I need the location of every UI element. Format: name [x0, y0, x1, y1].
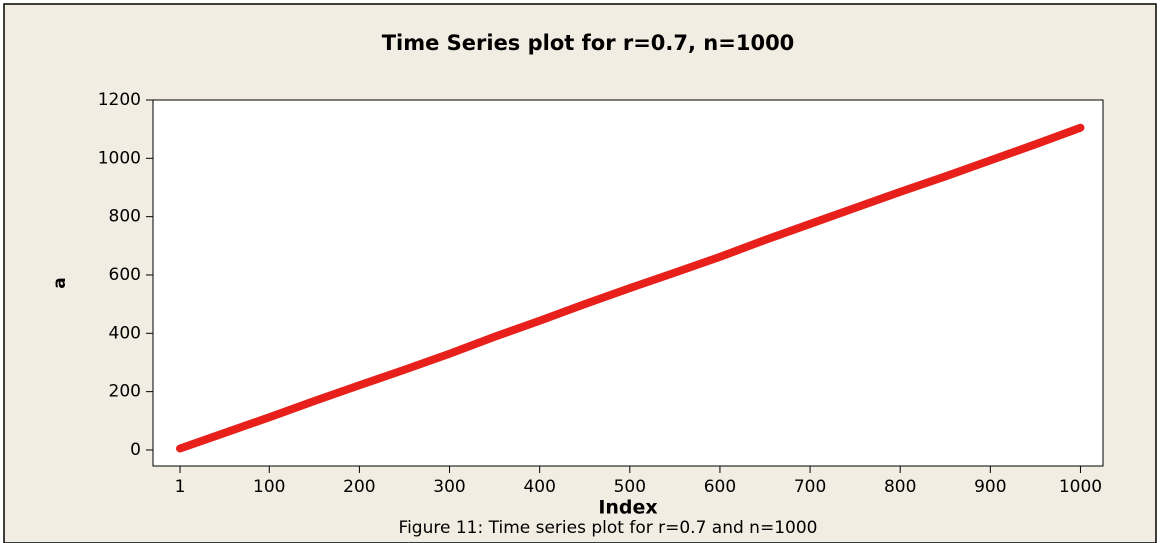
x-tick-label: 200	[343, 477, 375, 497]
x-tick-label: 1000	[1059, 477, 1102, 497]
caption: Figure 11: Time series plot for r=0.7 an…	[399, 518, 818, 538]
x-tick-label: 100	[253, 477, 285, 497]
x-tick-label: 500	[614, 477, 646, 497]
x-tick-label: 600	[704, 477, 736, 497]
x-tick-label: 900	[974, 477, 1006, 497]
x-tick-label: 700	[794, 477, 826, 497]
chart-title: Time Series plot for r=0.7, n=1000	[382, 31, 795, 55]
x-axis-label: Index	[598, 497, 657, 519]
y-tick-label: 1000	[98, 148, 141, 168]
y-tick-label: 400	[109, 323, 141, 343]
y-axis-label: a	[50, 277, 70, 288]
y-tick-label: 0	[130, 440, 141, 460]
y-tick-label: 1200	[98, 90, 141, 110]
series-line	[176, 123, 1085, 453]
x-tick-label: 300	[433, 477, 465, 497]
y-tick-label: 600	[109, 265, 141, 285]
x-tick-label: 1	[175, 477, 186, 497]
x-tick-label: 800	[884, 477, 916, 497]
x-tick-label: 400	[523, 477, 555, 497]
y-tick-label: 200	[109, 382, 141, 402]
y-tick-label: 800	[109, 207, 141, 227]
